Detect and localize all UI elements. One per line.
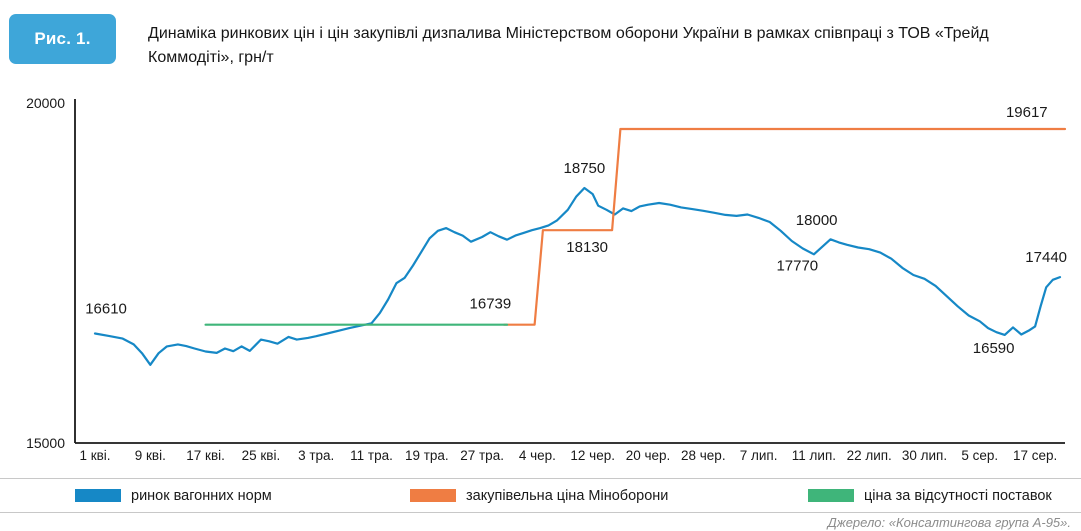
x-tick-label: 4 чер. <box>519 448 556 463</box>
x-tick-label: 12 чер. <box>570 448 615 463</box>
series-line-1 <box>503 127 1067 326</box>
annotation-16590: 16590 <box>973 340 1015 357</box>
annotation-19617: 19617 <box>1006 104 1048 121</box>
x-tick-label: 5 сер. <box>961 448 998 463</box>
legend-swatch <box>808 489 854 502</box>
x-tick-label: 11 тра. <box>350 448 393 463</box>
x-tick-label: 20 чер. <box>626 448 671 463</box>
x-tick-label: 9 кві. <box>135 448 166 463</box>
y-tick-label: 15000 <box>26 435 65 451</box>
annotation-16739: 16739 <box>470 296 512 313</box>
x-tick-label: 7 лип. <box>740 448 778 463</box>
legend-swatch <box>410 489 456 502</box>
x-tick-label: 1 кві. <box>79 448 110 463</box>
annotation-18750: 18750 <box>564 160 606 177</box>
figure-title: Динаміка ринкових цін і цін закупівлі ди… <box>148 25 989 66</box>
x-tick-label: 11 лип. <box>792 448 836 463</box>
legend-item-2: ціна за відсутності поставок <box>808 488 1052 504</box>
x-tick-label: 27 тра. <box>460 448 504 463</box>
legend-label: ринок вагонних норм <box>131 487 272 504</box>
annotation-18130: 18130 <box>566 239 608 256</box>
annotation-17440: 17440 <box>1025 249 1067 266</box>
legend-swatch <box>75 489 121 502</box>
x-tick-label: 30 лип. <box>902 448 947 463</box>
y-tick-label: 20000 <box>26 95 65 111</box>
source-note: Джерело: «Консалтингова група А-95». <box>827 515 1071 530</box>
x-tick-label: 3 тра. <box>298 448 334 463</box>
chart-legend: ринок вагонних норм закупівельна ціна Мін… <box>0 478 1081 513</box>
x-tick-label: 25 кві. <box>242 448 281 463</box>
x-tick-label: 17 кві. <box>186 448 225 463</box>
legend-item-0: ринок вагонних норм <box>75 488 272 504</box>
figure-badge: Рис. 1. <box>9 14 116 64</box>
x-tick-label: 19 тра. <box>405 448 449 463</box>
annotation-18000: 18000 <box>796 212 838 229</box>
annotation-17770: 17770 <box>776 258 818 275</box>
series-line-0 <box>93 186 1062 366</box>
legend-label: ціна за відсутності поставок <box>864 487 1052 504</box>
x-tick-label: 22 лип. <box>847 448 892 463</box>
line-chart: 15000 20000 1 кві. 9 кві. 17 кві. 25 кві. 3 тр… <box>26 95 1067 463</box>
legend-item-1: закупівельна ціна Міноборони <box>410 488 668 504</box>
x-tick-label: 17 сер. <box>1013 448 1057 463</box>
legend-label: закупівельна ціна Міноборони <box>466 487 669 504</box>
annotation-16610: 16610 <box>85 301 127 318</box>
x-tick-label: 28 чер. <box>681 448 726 463</box>
